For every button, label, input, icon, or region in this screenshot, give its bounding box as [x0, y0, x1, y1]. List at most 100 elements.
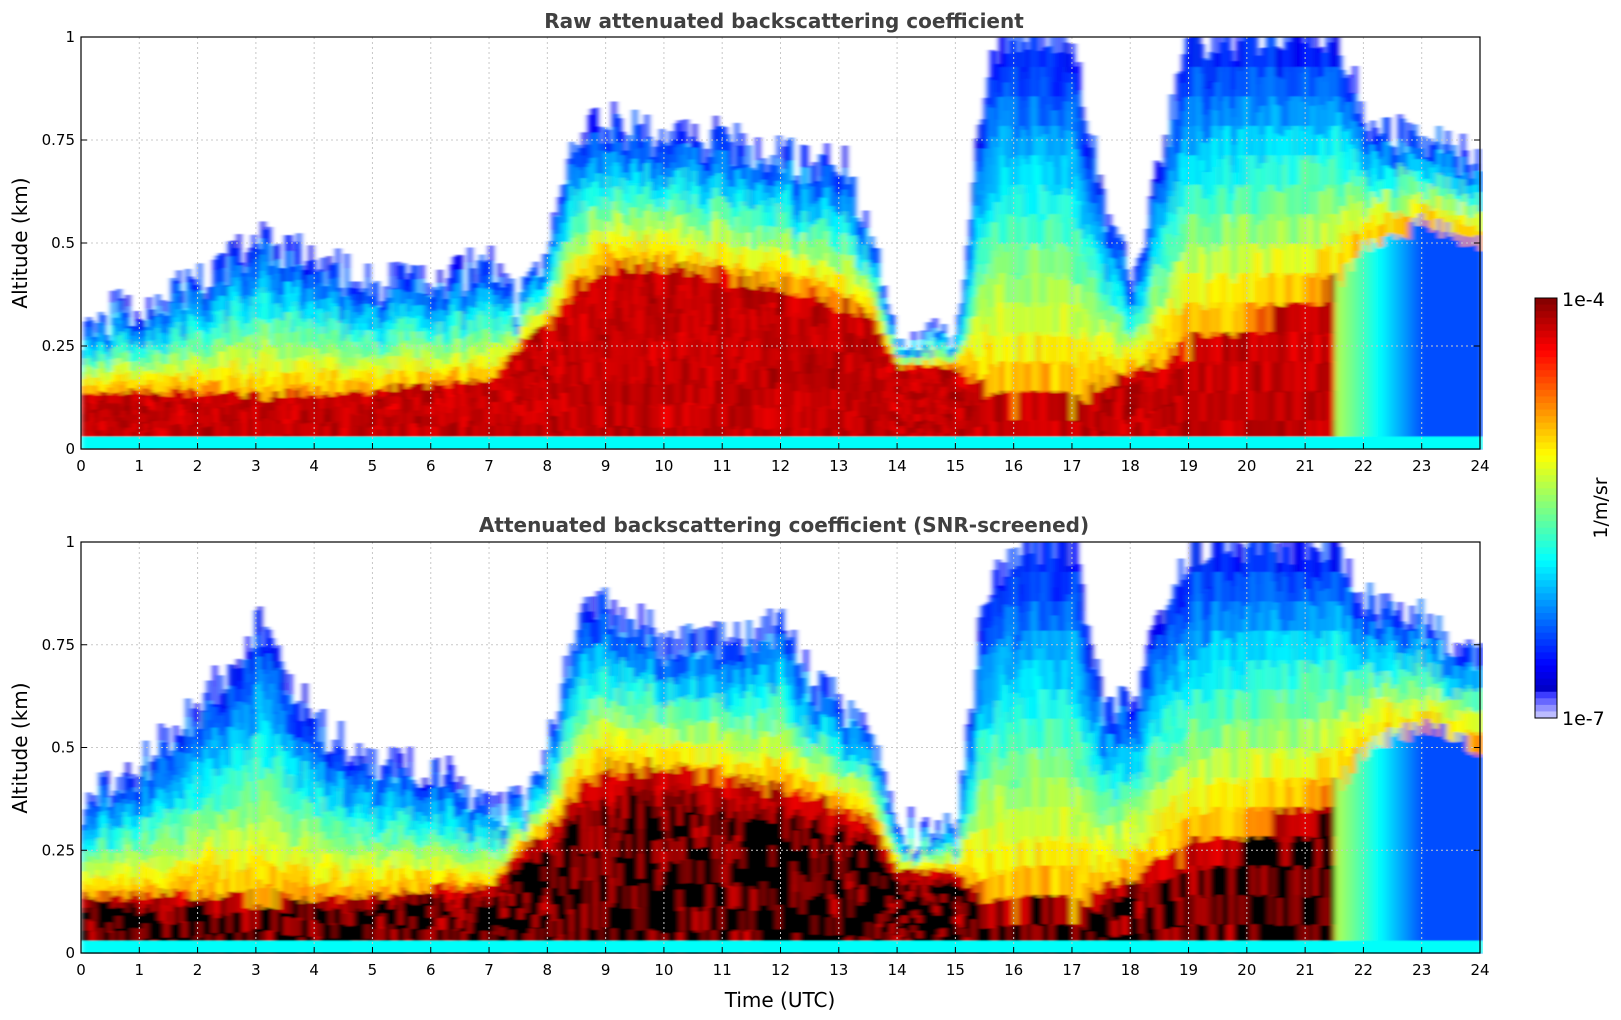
- x-tick-label: 9: [601, 457, 611, 475]
- colorbar-band: [1535, 409, 1557, 417]
- x-tick-label: 4: [309, 961, 319, 979]
- x-tick-label: 17: [1062, 961, 1081, 979]
- colorbar-band: [1535, 383, 1557, 391]
- x-tick-label: 9: [601, 961, 611, 979]
- x-tick-label: 7: [484, 457, 494, 475]
- x-tick-label: 11: [713, 961, 732, 979]
- x-tick-label: 2: [193, 457, 203, 475]
- x-tick-label: 3: [251, 961, 261, 979]
- colorbar-band: [1535, 606, 1557, 614]
- x-tick-label: 23: [1412, 961, 1431, 979]
- colorbar-band: [1535, 488, 1557, 496]
- colorbar-band: [1535, 481, 1557, 489]
- colorbar-band: [1535, 330, 1557, 338]
- y-tick-label: 1: [65, 28, 75, 46]
- y-axis-label: Altitude (km): [8, 682, 32, 813]
- colorbar-band: [1535, 540, 1557, 548]
- x-tick-label: 16: [1004, 457, 1023, 475]
- colorbar-band: [1535, 567, 1557, 575]
- x-tick-label: 8: [543, 961, 553, 979]
- colorbar: 1e-4 1e-7 1/m/sr: [1534, 289, 1612, 730]
- colorbar-band: [1535, 580, 1557, 588]
- heatmap-area: [81, 37, 1483, 450]
- colorbar-band: [1535, 462, 1557, 470]
- x-tick-label: 5: [368, 961, 378, 979]
- colorbar-band: [1535, 396, 1557, 404]
- colorbar-band: [1535, 593, 1557, 601]
- x-tick-label: 3: [251, 457, 261, 475]
- y-axis-label: Altitude (km): [8, 177, 32, 308]
- colorbar-band: [1535, 678, 1557, 686]
- x-tick-label: 15: [946, 457, 965, 475]
- x-tick-label: 24: [1470, 961, 1489, 979]
- colorbar-band: [1535, 619, 1557, 627]
- colorbar-band: [1535, 639, 1557, 647]
- colorbar-band: [1535, 553, 1557, 562]
- colorbar-band: [1535, 350, 1557, 358]
- x-tick-label: 23: [1412, 457, 1431, 475]
- colorbar-band: [1535, 357, 1557, 365]
- y-tick-label: 0.25: [42, 841, 75, 859]
- heatmap-area: [81, 542, 1483, 954]
- colorbar-band: [1535, 298, 1557, 306]
- x-ticks: 0 1 2 3 4 5 6 7 8 9 10 11 12 13 14 15 16 17 18 19 20 21 22 23 24: [76, 443, 1490, 475]
- colorbar-band: [1535, 343, 1557, 352]
- colorbar-band: [1535, 403, 1557, 411]
- x-tick-label: 17: [1062, 457, 1081, 475]
- colorbar-band: [1535, 626, 1557, 634]
- colorbar-band: [1535, 685, 1557, 693]
- colorbar-band: [1535, 586, 1557, 594]
- x-tick-label: 15: [946, 961, 965, 979]
- y-tick-label: 0: [65, 944, 75, 962]
- x-tick-label: 0: [76, 961, 86, 979]
- x-tick-label: 10: [654, 457, 673, 475]
- screened-backscatter-panel: Attenuated backscattering coefficient (S…: [8, 513, 1490, 1012]
- colorbar-band: [1535, 422, 1557, 430]
- colorbar-band: [1535, 672, 1557, 680]
- y-tick-label: 0.75: [42, 131, 75, 149]
- y-ticks: 0 0.25 0.5 0.75 1: [42, 28, 1480, 458]
- colorbar-band: [1535, 363, 1557, 371]
- colorbar-max-label: 1e-4: [1562, 289, 1605, 311]
- y-tick-label: 0.25: [42, 337, 75, 355]
- x-ticks: 0 1 2 3 4 5 6 7 8 9 10 11 12 13 14 15 16 17 18 19 20 21 22 23 24: [76, 947, 1490, 979]
- x-tick-label: 18: [1121, 457, 1140, 475]
- x-tick-label: 12: [771, 457, 790, 475]
- colorbar-band: [1535, 632, 1557, 640]
- x-tick-label: 4: [309, 457, 319, 475]
- colorbar-band: [1535, 455, 1557, 463]
- raw-backscatter-panel: Raw attenuated backscattering coefficien…: [8, 9, 1490, 475]
- x-tick-label: 6: [426, 961, 436, 979]
- colorbar-band: [1535, 376, 1557, 384]
- x-tick-label: 21: [1296, 457, 1315, 475]
- colorbar-min-label: 1e-7: [1562, 708, 1605, 730]
- x-tick-label: 18: [1121, 961, 1140, 979]
- colorbar-band: [1535, 521, 1557, 529]
- colorbar-band: [1535, 704, 1557, 713]
- colorbar-band: [1535, 613, 1557, 621]
- colorbar-band: [1535, 435, 1557, 443]
- colorbar-band: [1535, 711, 1557, 719]
- colorbar-band: [1535, 652, 1557, 660]
- colorbar-band: [1535, 573, 1557, 581]
- colorbar-band: [1535, 665, 1557, 673]
- colorbar-band: [1535, 599, 1557, 608]
- colorbar-band: [1535, 527, 1557, 535]
- colorbar-band: [1535, 370, 1557, 378]
- colorbar-band: [1535, 389, 1557, 398]
- x-tick-label: 24: [1470, 457, 1489, 475]
- x-tick-label: 6: [426, 457, 436, 475]
- colorbar-band: [1535, 645, 1557, 653]
- colorbar-band: [1535, 448, 1557, 457]
- x-tick-label: 16: [1004, 961, 1023, 979]
- x-tick-label: 12: [771, 961, 790, 979]
- y-tick-label: 0: [65, 440, 75, 458]
- x-tick-label: 2: [193, 961, 203, 979]
- colorbar-band: [1535, 468, 1557, 476]
- colorbar-band: [1535, 324, 1557, 332]
- y-ticks: 0 0.25 0.5 0.75 1: [42, 533, 1480, 962]
- colorbar-band: [1535, 547, 1557, 555]
- x-tick-label: 5: [368, 457, 378, 475]
- colorbar-band: [1535, 317, 1557, 325]
